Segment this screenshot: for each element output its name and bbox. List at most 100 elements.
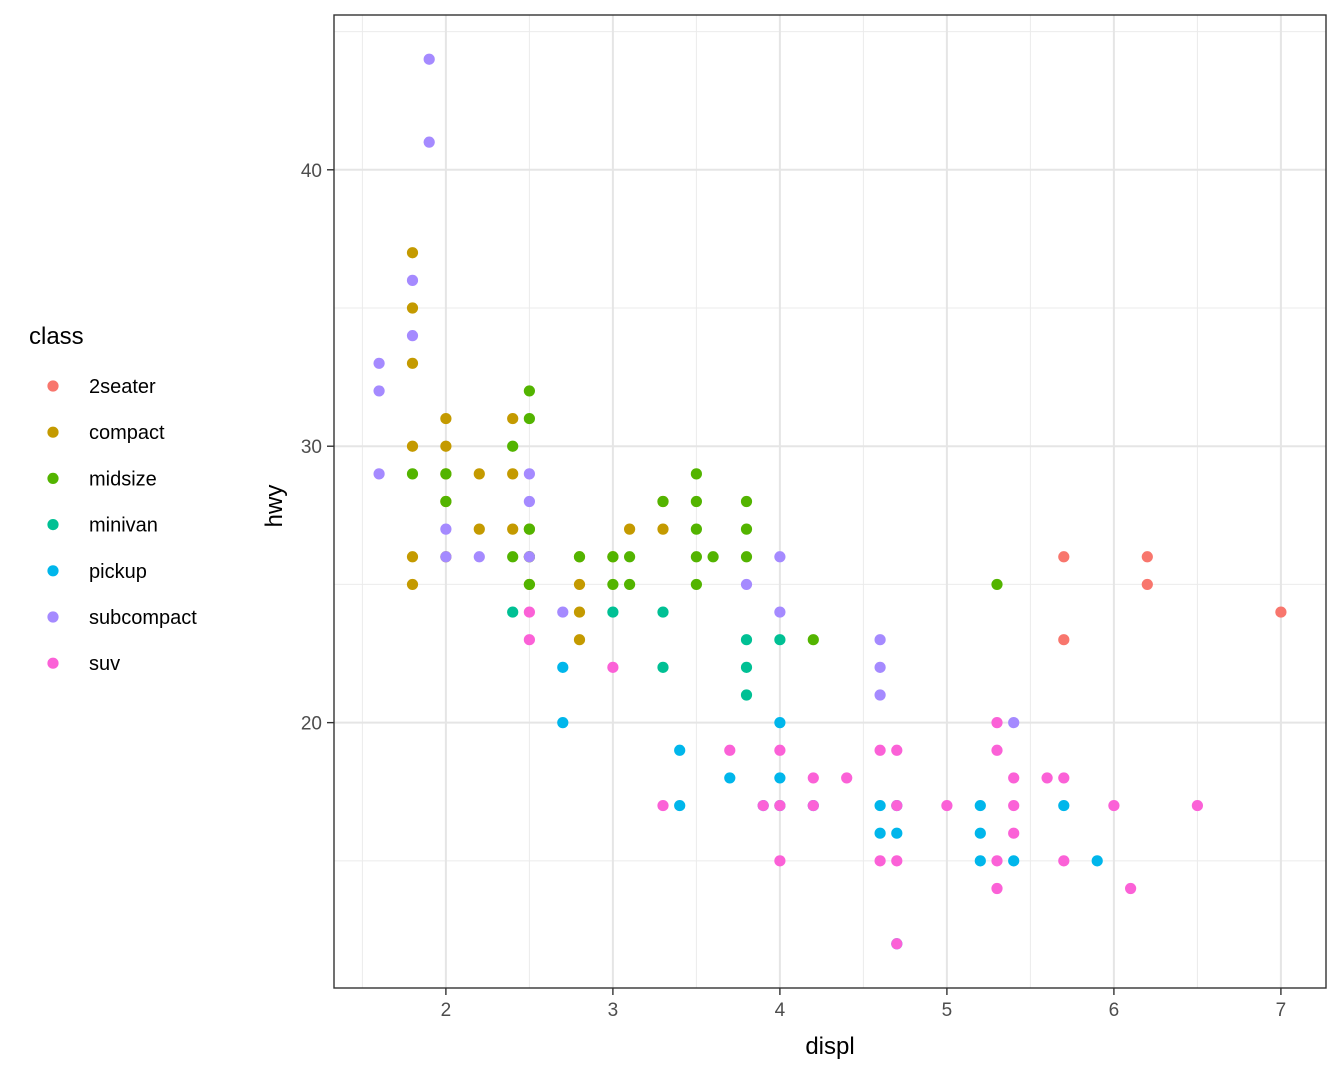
data-point-suv xyxy=(774,744,786,756)
legend-label-midsize: midsize xyxy=(89,468,157,490)
panel-border xyxy=(333,14,1327,989)
data-point-midsize xyxy=(507,440,519,452)
data-point-compact xyxy=(440,440,452,452)
data-point-midsize xyxy=(406,468,419,480)
data-point-suv xyxy=(991,882,1003,895)
data-point-suv xyxy=(657,799,669,812)
data-point-suv xyxy=(991,717,1003,729)
data-point-suv xyxy=(874,855,886,867)
legend-label-suv: suv xyxy=(89,653,120,675)
data-point-suv xyxy=(874,744,886,756)
data-point-midsize xyxy=(690,495,702,508)
data-point-suv xyxy=(774,855,786,867)
data-point-suv xyxy=(724,744,736,756)
y-tick-label: 30 xyxy=(301,437,322,458)
data-point-suv xyxy=(607,661,619,673)
data-point-compact xyxy=(507,468,519,480)
data-point-midsize xyxy=(690,523,702,535)
data-point-2seater xyxy=(1058,634,1070,646)
data-point-compact xyxy=(406,357,419,369)
data-point-suv xyxy=(941,799,953,812)
data-point-subcompact xyxy=(406,274,419,286)
data-point-pickup xyxy=(1058,799,1070,812)
data-point-pickup xyxy=(774,772,786,784)
data-point-compact xyxy=(573,634,586,646)
x-tick-label: 2 xyxy=(441,1000,452,1021)
data-point-pickup xyxy=(674,799,686,812)
data-point-pickup xyxy=(774,717,786,729)
data-point-midsize xyxy=(707,551,719,563)
legend-items: 2seater compact midsize minivan pickup subcom… xyxy=(47,376,197,675)
data-point-pickup xyxy=(874,799,886,812)
data-point-suv xyxy=(807,772,819,784)
axes: 2 3 4 5 6 7 20 30 40 xyxy=(301,161,1286,1021)
data-point-subcompact xyxy=(523,551,535,563)
data-point-subcompact xyxy=(373,385,385,397)
data-point-midsize xyxy=(523,523,535,535)
data-point-minivan xyxy=(740,634,753,646)
data-point-compact xyxy=(406,578,419,591)
data-point-subcompact xyxy=(473,551,485,563)
legend-label-compact: compact xyxy=(89,422,165,444)
data-point-suv xyxy=(841,772,853,784)
legend-label-subcompact: subcompact xyxy=(89,607,197,629)
legend: class 2seater compact midsize minivan pickup… xyxy=(29,323,197,675)
plot-panel xyxy=(333,14,1327,989)
data-point-midsize xyxy=(523,385,535,397)
data-point-minivan xyxy=(657,606,669,618)
x-axis-title: displ xyxy=(805,1033,854,1060)
data-point-midsize xyxy=(807,634,819,646)
data-point-2seater xyxy=(1141,551,1153,563)
data-point-midsize xyxy=(690,578,702,591)
data-point-compact xyxy=(406,302,419,314)
legend-label-pickup: pickup xyxy=(89,561,147,583)
data-point-midsize xyxy=(523,412,535,425)
data-point-compact xyxy=(473,523,485,535)
data-point-suv xyxy=(891,938,903,950)
data-point-compact xyxy=(623,523,636,535)
y-tick-label: 40 xyxy=(301,161,322,182)
x-tick-label: 5 xyxy=(942,1000,953,1021)
data-point-subcompact xyxy=(440,523,452,535)
data-point-suv xyxy=(523,634,535,646)
data-point-compact xyxy=(573,606,586,618)
data-point-suv xyxy=(807,799,819,812)
data-point-suv xyxy=(891,744,903,756)
data-point-midsize xyxy=(991,578,1003,591)
data-point-suv xyxy=(523,606,535,618)
data-point-midsize xyxy=(623,578,636,591)
data-point-2seater xyxy=(1275,606,1287,618)
data-point-pickup xyxy=(1008,855,1020,867)
legend-title: class xyxy=(29,323,84,350)
data-point-subcompact xyxy=(1008,717,1020,729)
data-point-subcompact xyxy=(874,634,886,646)
data-point-suv xyxy=(757,799,769,812)
data-point-compact xyxy=(440,412,452,425)
data-point-suv xyxy=(1125,882,1137,895)
data-point-minivan xyxy=(740,689,753,701)
panel-background xyxy=(334,15,1326,988)
data-point-suv xyxy=(774,799,786,812)
data-point-subcompact xyxy=(523,495,535,508)
y-axis-title: hwy xyxy=(261,485,288,528)
data-point-suv xyxy=(1008,772,1020,784)
data-point-compact xyxy=(507,412,519,425)
data-point-midsize xyxy=(440,495,452,508)
legend-key-subcompact xyxy=(47,611,59,623)
data-point-suv xyxy=(1058,855,1070,867)
data-point-suv xyxy=(1191,799,1204,812)
data-point-2seater xyxy=(1058,551,1070,563)
legend-label-2seater: 2seater xyxy=(89,376,156,398)
data-point-subcompact xyxy=(423,136,435,148)
data-point-suv xyxy=(891,855,903,867)
data-point-suv xyxy=(991,744,1003,756)
data-point-pickup xyxy=(974,799,986,812)
data-point-pickup xyxy=(891,827,903,839)
data-point-compact xyxy=(573,578,586,591)
data-point-suv xyxy=(1008,827,1020,839)
data-point-pickup xyxy=(674,744,686,756)
data-point-midsize xyxy=(607,578,619,591)
legend-key-suv xyxy=(47,657,59,669)
data-point-suv xyxy=(1058,772,1070,784)
x-tick-label: 7 xyxy=(1276,1000,1287,1021)
